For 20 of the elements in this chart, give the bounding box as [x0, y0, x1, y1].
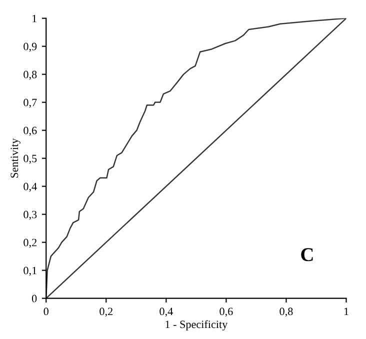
- x-tick-label: 0,6: [220, 308, 233, 317]
- y-tick-label: 0,6: [24, 126, 37, 136]
- x-axis-title: 1 - Specificity: [166, 320, 228, 330]
- y-tick-label: 0,9: [24, 42, 37, 52]
- y-axis-title: Sentivity: [10, 138, 20, 178]
- y-tick-label: 0,8: [24, 70, 37, 80]
- y-tick-label: 0,5: [24, 154, 37, 164]
- y-tick-label: 0,3: [24, 210, 37, 220]
- y-tick-label: 0,2: [24, 238, 36, 248]
- x-tick-label: 1: [344, 308, 348, 316]
- x-tick-label: 0: [44, 308, 48, 316]
- x-tick-label: 0,8: [280, 308, 293, 317]
- y-tick-label: 0,1: [24, 266, 36, 276]
- y-tick-label: 0,4: [24, 182, 37, 192]
- annotation: C: [301, 248, 313, 262]
- x-tick-label: 0,2: [100, 308, 112, 317]
- x-tick-label: 0,4: [160, 308, 173, 317]
- y-tick-label: 1: [32, 14, 36, 22]
- y-tick-label: 0,7: [24, 98, 37, 108]
- y-tick-label: 0: [32, 294, 37, 302]
